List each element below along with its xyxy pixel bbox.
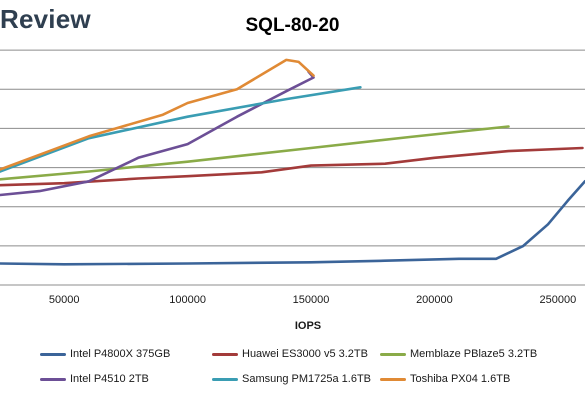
legend-swatch	[380, 352, 406, 356]
series-lines	[0, 58, 585, 266]
x-tick-label: 50000	[49, 294, 80, 306]
legend-row: Intel P4510 2TB Samsung PM1725a 1.6TB To…	[40, 369, 585, 394]
chart-title: SQL-80-20	[245, 15, 340, 36]
legend-swatch	[380, 377, 406, 381]
legend-label: Huawei ES3000 v5 3.2TB	[242, 348, 368, 360]
legend-item: Toshiba PX04 1.6TB	[380, 369, 510, 389]
x-tick-label: 250000	[539, 294, 576, 306]
legend-label: Toshiba PX04 1.6TB	[410, 373, 511, 385]
legend-label: Intel P4800X 375GB	[70, 348, 171, 360]
series-line	[0, 146, 584, 187]
x-tick-label: 150000	[293, 294, 330, 306]
legend-row: Intel P4800X 375GB Huawei ES3000 v5 3.2T…	[40, 344, 585, 369]
legend-item: Intel P4510 2TB	[40, 369, 149, 389]
series-line	[0, 180, 585, 266]
chart-legend: Intel P4800X 375GB Huawei ES3000 v5 3.2T…	[40, 344, 585, 394]
legend-item: Intel P4800X 375GB	[40, 344, 170, 364]
legend-label: Intel P4510 2TB	[70, 373, 149, 385]
legend-swatch	[40, 377, 66, 381]
legend-swatch	[212, 377, 238, 381]
legend-swatch	[40, 352, 66, 356]
legend-item: Samsung PM1725a 1.6TB	[212, 369, 371, 389]
legend-label: Samsung PM1725a 1.6TB	[242, 373, 372, 385]
legend-item: Huawei ES3000 v5 3.2TB	[212, 344, 368, 364]
x-tick-label: 100000	[169, 294, 206, 306]
x-axis-ticks: 50000 100000 150000 200000 250000	[49, 294, 576, 306]
brand-logo-text: Review	[0, 4, 91, 34]
series-line	[0, 70, 315, 197]
x-axis-title: IOPS	[295, 320, 321, 332]
legend-item: Memblaze PBlaze5 3.2TB	[380, 344, 537, 364]
series-line	[0, 86, 362, 173]
legend-swatch	[212, 352, 238, 356]
series-line	[0, 58, 315, 171]
legend-label: Memblaze PBlaze5 3.2TB	[410, 348, 538, 360]
x-tick-label: 200000	[416, 294, 453, 306]
series-line	[0, 125, 510, 181]
